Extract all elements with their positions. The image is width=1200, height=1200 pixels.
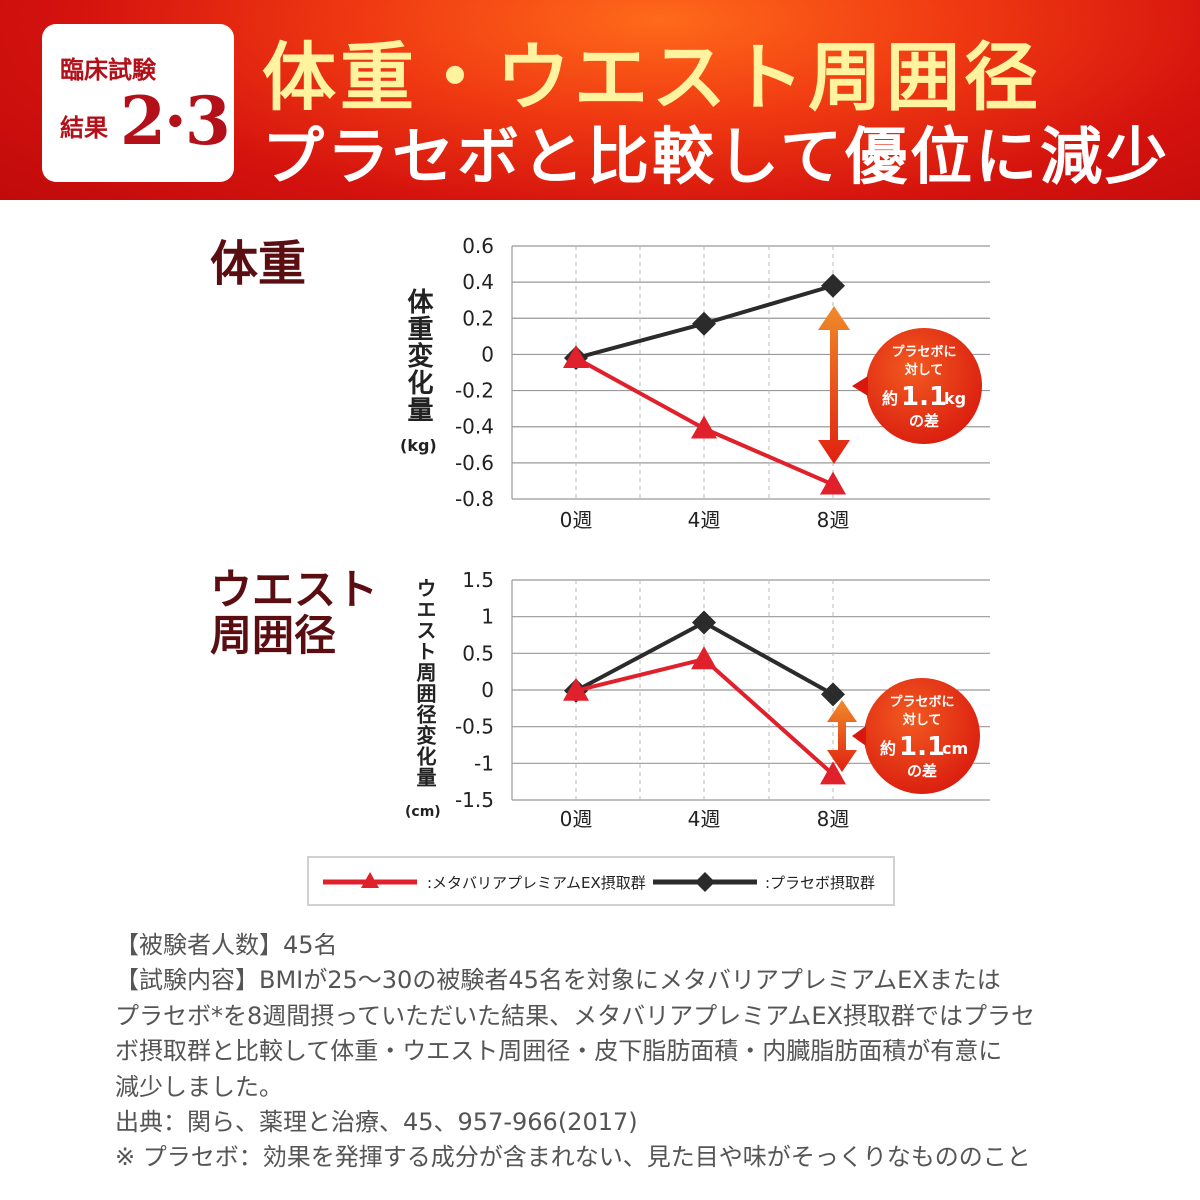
note-line: 【試験内容】BMIが25〜30の被験者45名を対象にメタバリアプレミアムEXまた… [115, 966, 1001, 995]
waist-y-tick-label: -1 [474, 751, 494, 775]
note-line: 【被験者人数】45名 [115, 931, 338, 959]
weight-difference-arrow [818, 306, 850, 464]
waist-y-tick-label: 0 [481, 678, 494, 702]
weight-metabarrier-point [691, 415, 717, 439]
weight-y-tick-label: -0.2 [455, 379, 494, 403]
weight-y-tick-label: 0 [481, 342, 494, 366]
waist-metabarrier-point [563, 677, 589, 701]
study-notes: 【被験者人数】45名 【試験内容】BMIが25〜30の被験者45名を対象にメタバ… [115, 928, 1105, 1176]
weight-callout-value: 1.1 [901, 382, 947, 412]
legend-metabarrier-label: :メタバリアプレミアムEX摂取群 [427, 874, 646, 892]
chart-legend: :メタバリアプレミアムEX摂取群 :プラセボ摂取群 [307, 856, 895, 906]
weight-placebo-point [692, 311, 716, 336]
waist-section-title-line2: 周囲径 [210, 611, 337, 660]
waist-y-tick-label: 1 [481, 605, 494, 629]
waist-x-tick-label: 8週 [817, 807, 850, 831]
weight-y-tick-label: -0.6 [455, 451, 494, 475]
weight-difference-callout: プラセボに 対して 約 1.1 kg の差 [818, 306, 982, 464]
waist-difference-callout: プラセボに 対して 約 1.1 cm の差 [827, 678, 980, 794]
weight-metabarrier-point [820, 471, 846, 495]
waist-callout-prefix: 約 [880, 739, 896, 758]
weight-y-tick-label: 0.2 [462, 306, 494, 330]
badge-label-trial: 臨床試験 [60, 56, 156, 84]
waist-section-title-line1: ウエスト [210, 565, 379, 614]
badge-number: 2·3 [120, 82, 231, 160]
weight-x-tick-label: 8週 [817, 508, 850, 532]
legend-placebo-label: :プラセボ摂取群 [765, 874, 876, 892]
weight-metabarrier-point [563, 345, 589, 369]
weight-section-title: 体重 [210, 236, 307, 292]
weight-callout-line1: プラセボに [891, 344, 956, 360]
weight-y-tick-label: 0.4 [462, 270, 494, 294]
waist-metabarrier-point [820, 761, 846, 785]
waist-x-tick-label: 0週 [560, 807, 593, 831]
weight-callout-suffix: の差 [909, 412, 939, 430]
waist-x-tick-label: 4週 [688, 807, 721, 831]
clinical-trial-badge: 臨床試験 結果 2·3 [42, 24, 234, 182]
waist-callout-line1: プラセボに [889, 694, 954, 710]
waist-callout-line2: 対して [902, 712, 942, 728]
header-banner: 臨床試験 結果 2·3 体重・ウエスト周囲径 プラセボと比較して優位に減少 [0, 0, 1200, 200]
weight-x-tick-label: 4週 [688, 508, 721, 532]
waist-chart: 1.5 1 0.5 0 -0.5 -1 -1.5 0週 4週 8週 [455, 568, 990, 831]
note-line: 出典：関ら、薬理と治療、45、957-966(2017) [115, 1108, 638, 1137]
waist-y-tick-label: 1.5 [462, 568, 494, 592]
weight-placebo-point [821, 273, 845, 298]
waist-placebo-point [692, 610, 716, 635]
waist-difference-arrow [827, 700, 857, 772]
waist-y-axis-label: ウエスト周囲径変化量 [413, 578, 437, 788]
waist-y-tick-label: -0.5 [455, 715, 494, 739]
note-line: ボ摂取群と比較して体重・ウエスト周囲径・皮下脂肪面積・内臓脂肪面積が有意に [115, 1037, 1003, 1066]
weight-unit-label: (kg) [400, 436, 437, 455]
legend-triangle-icon [361, 872, 379, 888]
legend-swatches [323, 872, 757, 892]
note-line: ※ プラセボ：効果を発揮する成分が含まれない、見た目や味がそっくりなもののこと [115, 1143, 1031, 1172]
weight-y-tick-label: 0.6 [462, 234, 494, 258]
badge-label-result: 結果 [60, 114, 108, 142]
weight-y-axis-label: 体重変化量 [403, 288, 433, 423]
waist-y-tick-label: -1.5 [455, 788, 494, 812]
note-line: プラセボ*を8週間摂っていただいた結果、メタバリアプレミアムEX摂取群ではプラセ [115, 1001, 1035, 1030]
headline-title: 体重・ウエスト周囲径 [262, 35, 1042, 121]
waist-callout-value: 1.1 [899, 732, 945, 762]
waist-callout-suffix: の差 [907, 762, 937, 780]
legend-diamond-icon [695, 872, 715, 892]
headline-subtitle: プラセボと比較して優位に減少 [262, 120, 1171, 193]
weight-callout-prefix: 約 [882, 389, 898, 408]
note-line: 減少しました。 [115, 1072, 283, 1101]
weight-x-tick-label: 0週 [560, 508, 593, 532]
weight-y-tick-label: -0.4 [455, 415, 494, 439]
weight-y-tick-label: -0.8 [455, 487, 494, 511]
waist-unit-label: (cm) [405, 804, 441, 820]
weight-chart: 0.6 0.4 0.2 0 -0.2 -0.4 -0.6 -0.8 0週 4週 8週 [455, 234, 990, 532]
waist-callout-unit: cm [942, 739, 968, 758]
waist-metabarrier-point [691, 646, 717, 670]
waist-y-tick-label: 0.5 [462, 641, 494, 665]
weight-callout-unit: kg [944, 389, 966, 408]
weight-callout-line2: 対して [904, 362, 944, 378]
waist-placebo-point [821, 682, 845, 707]
